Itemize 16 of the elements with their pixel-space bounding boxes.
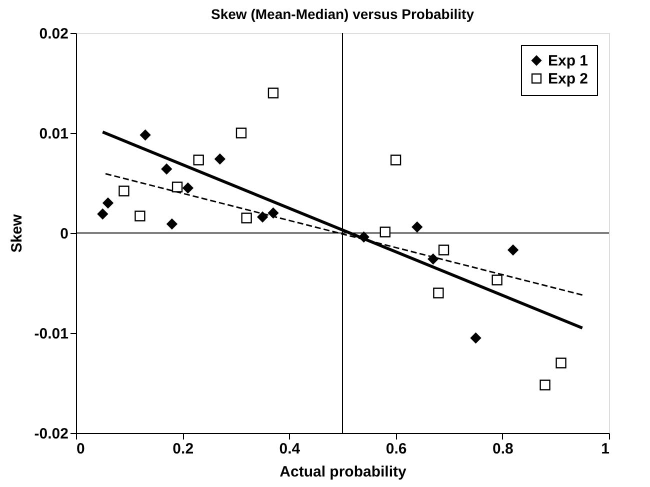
y-tick-label: -0.02 bbox=[34, 426, 68, 442]
y-axis-title: Skew bbox=[8, 214, 26, 253]
x-tick-label: 1 bbox=[601, 440, 610, 458]
y-tick-label: -0.01 bbox=[34, 326, 68, 342]
x-axis-title: Actual probability bbox=[280, 464, 407, 480]
x-tick-label: 0 bbox=[76, 440, 85, 458]
x-tick-label: 0.2 bbox=[172, 440, 194, 458]
y-tick-label: 0.01 bbox=[39, 126, 68, 142]
legend-label: Exp 1 bbox=[548, 52, 588, 70]
x-tick-label: 0.6 bbox=[386, 440, 407, 458]
legend-label: Exp 2 bbox=[548, 70, 588, 88]
x-tick-label: 0.4 bbox=[279, 440, 301, 458]
chart-title: Skew (Mean-Median) versus Probability bbox=[211, 6, 474, 22]
x-tick-label: 0.8 bbox=[492, 440, 514, 458]
y-tick-label: 0 bbox=[60, 226, 68, 242]
y-tick-label: 0.02 bbox=[39, 26, 68, 42]
